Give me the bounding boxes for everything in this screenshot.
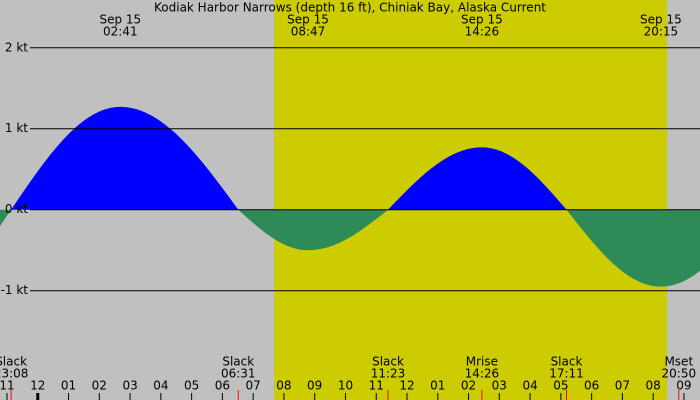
extreme-date: Sep 15: [461, 13, 503, 27]
extreme-date: Sep 15: [287, 13, 329, 27]
x-tick-label: 05: [553, 379, 568, 393]
flood-area: [11, 106, 239, 210]
slack-time: 23:08: [0, 367, 28, 381]
x-tick-label: 01: [61, 379, 76, 393]
flood-area: [388, 147, 567, 210]
x-tick-label: 05: [184, 379, 199, 393]
y-tick-label: 2 kt: [5, 40, 28, 54]
moon-time: 20:50: [662, 367, 697, 381]
extreme-time: 20:15: [644, 25, 679, 39]
x-tick-label: 03: [492, 379, 507, 393]
moon-time: 14:26: [465, 367, 500, 381]
x-tick-label: 04: [153, 379, 168, 393]
slack-time: 06:31: [221, 367, 256, 381]
moon-label: Mset: [664, 355, 693, 369]
slack-label: Slack: [372, 355, 404, 369]
slack-label: Slack: [551, 355, 583, 369]
x-tick-label: 09: [676, 379, 691, 393]
y-tick-label: 0 kt: [5, 202, 28, 216]
x-tick-label: 01: [430, 379, 445, 393]
extreme-date: Sep 15: [640, 13, 682, 27]
x-tick-label: 10: [338, 379, 353, 393]
y-tick-label: 1 kt: [5, 121, 28, 135]
x-tick-label: 07: [246, 379, 261, 393]
y-tick-label: -1 kt: [1, 283, 29, 297]
x-tick-label: 07: [615, 379, 630, 393]
x-tick-label: 11: [369, 379, 384, 393]
slack-label: Slack: [222, 355, 254, 369]
x-tick-label: 12: [399, 379, 414, 393]
extreme-date: Sep 15: [99, 13, 141, 27]
slack-time: 17:11: [549, 367, 584, 381]
slack-time: 11:23: [371, 367, 406, 381]
chart-title: Kodiak Harbor Narrows (depth 16 ft), Chi…: [154, 1, 546, 15]
x-tick-label: 03: [122, 379, 137, 393]
extreme-time: 02:41: [103, 25, 138, 39]
x-tick-label: 06: [584, 379, 599, 393]
ebb-area: [238, 209, 389, 251]
x-tick-label: 09: [307, 379, 322, 393]
moon-label: Mrise: [466, 355, 498, 369]
x-tick-label: 08: [646, 379, 661, 393]
x-tick-label: 11: [0, 379, 15, 393]
x-tick-label: 04: [522, 379, 537, 393]
extreme-time: 08:47: [291, 25, 326, 39]
x-tick-label: 08: [276, 379, 291, 393]
x-tick-label: 12: [30, 379, 45, 393]
ebb-area: [566, 209, 700, 287]
slack-label: Slack: [0, 355, 27, 369]
x-tick-label: 02: [92, 379, 107, 393]
extreme-time: 14:26: [465, 25, 500, 39]
x-tick-label: 02: [461, 379, 476, 393]
x-tick-label: 06: [215, 379, 230, 393]
ebb-area: [0, 209, 12, 227]
